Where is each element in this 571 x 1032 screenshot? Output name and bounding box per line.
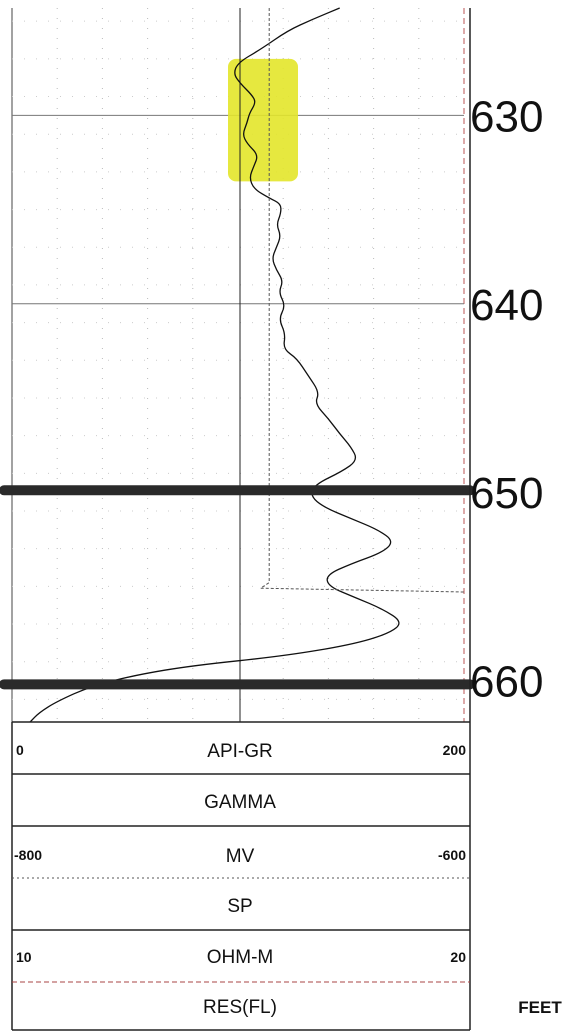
curve-layer bbox=[29, 7, 465, 723]
gamma-ray-curve bbox=[29, 7, 400, 723]
gamma-track-name: GAMMA bbox=[204, 792, 276, 813]
depth-scale: 630 640 650 660 bbox=[470, 92, 543, 706]
sp-curve bbox=[258, 8, 465, 593]
gamma-curve-label: API-GR bbox=[207, 741, 272, 762]
res-scale-max: 20 bbox=[450, 949, 466, 965]
depth-tick-label: 630 bbox=[470, 92, 543, 141]
depth-tick-label: 640 bbox=[470, 281, 543, 330]
depth-tick-label: 660 bbox=[470, 658, 543, 707]
depth-unit-label: FEET bbox=[518, 998, 562, 1017]
sp-scale-max: -600 bbox=[438, 847, 466, 863]
gamma-scale-min: 0 bbox=[16, 742, 24, 758]
sp-curve-label: MV bbox=[226, 846, 255, 867]
sp-scale-min: -800 bbox=[14, 847, 42, 863]
res-curve-label: OHM-M bbox=[207, 947, 273, 968]
sp-track-name: SP bbox=[227, 896, 252, 917]
log-header: 0 API-GR 200 GAMMA -800 MV -600 SP 10 OH… bbox=[11, 8, 562, 1031]
res-scale-min: 10 bbox=[16, 949, 32, 965]
gamma-scale-max: 200 bbox=[443, 742, 467, 758]
marker-layer bbox=[0, 485, 475, 690]
track-area bbox=[0, 7, 475, 723]
res-track-name: RES(FL) bbox=[203, 997, 277, 1018]
gamma-highlight-band bbox=[228, 58, 298, 182]
depth-tick-label: 650 bbox=[470, 469, 543, 518]
